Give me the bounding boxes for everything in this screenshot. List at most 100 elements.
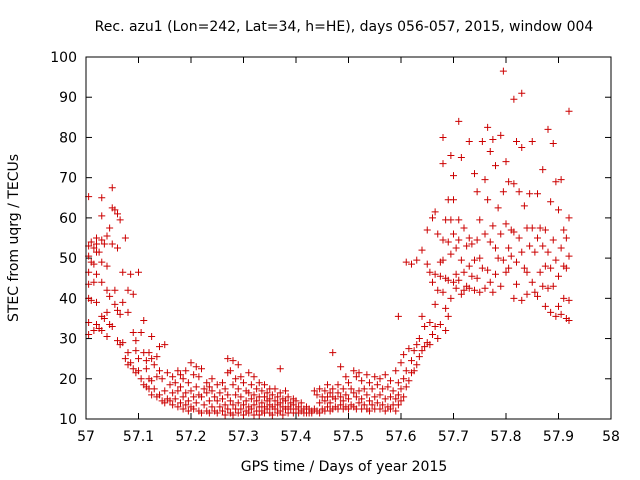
y-tick-label: 10 xyxy=(59,412,77,428)
data-point xyxy=(418,312,426,320)
data-point xyxy=(316,409,324,417)
data-point xyxy=(87,238,95,246)
data-point xyxy=(313,391,321,399)
data-point xyxy=(213,409,221,417)
data-point xyxy=(253,385,261,393)
data-point xyxy=(148,377,156,385)
data-point xyxy=(350,367,358,375)
data-point xyxy=(337,401,345,409)
data-point xyxy=(182,401,190,409)
data-point xyxy=(268,411,276,419)
data-point xyxy=(410,347,418,355)
data-point xyxy=(518,248,526,256)
data-point xyxy=(127,359,135,367)
data-point xyxy=(177,399,184,407)
data-point xyxy=(526,242,534,250)
data-point xyxy=(544,248,552,256)
data-point xyxy=(392,407,400,415)
data-point xyxy=(98,212,106,220)
data-point xyxy=(205,409,213,417)
data-point xyxy=(226,367,234,375)
data-point xyxy=(481,176,489,184)
data-point xyxy=(350,389,358,397)
data-point xyxy=(444,238,452,246)
x-tick-label: 57.1 xyxy=(123,429,154,445)
data-point xyxy=(444,276,452,284)
data-point xyxy=(502,268,510,276)
data-point xyxy=(484,123,492,131)
data-point xyxy=(423,226,431,234)
data-point xyxy=(129,365,137,373)
data-point xyxy=(434,230,442,238)
data-point xyxy=(161,387,169,395)
data-point xyxy=(121,355,129,363)
data-point xyxy=(460,286,468,294)
data-point xyxy=(455,236,463,244)
data-point xyxy=(360,401,368,409)
data-point xyxy=(481,230,489,238)
data-point xyxy=(450,172,457,180)
data-points xyxy=(85,67,573,419)
data-point xyxy=(505,178,513,186)
data-point xyxy=(276,399,284,407)
data-point xyxy=(541,262,549,270)
data-point xyxy=(190,371,198,379)
data-point xyxy=(253,397,261,405)
data-point xyxy=(132,337,140,345)
data-point xyxy=(544,125,552,133)
data-point xyxy=(394,379,402,387)
data-point xyxy=(484,266,492,274)
x-tick-label: 57.5 xyxy=(333,429,364,445)
data-point xyxy=(103,333,111,341)
data-point xyxy=(405,345,413,353)
data-point xyxy=(90,278,98,286)
data-point xyxy=(250,391,258,399)
data-point xyxy=(169,389,177,397)
data-point xyxy=(263,405,271,413)
data-point xyxy=(282,397,289,405)
data-point xyxy=(184,407,192,415)
data-point xyxy=(174,387,182,395)
data-point xyxy=(513,280,520,288)
data-point xyxy=(447,250,455,258)
data-point xyxy=(460,268,468,276)
data-point xyxy=(444,312,452,320)
data-point xyxy=(124,286,132,294)
data-point xyxy=(457,256,465,264)
data-point xyxy=(250,373,258,381)
data-point xyxy=(539,282,547,290)
data-point xyxy=(98,236,106,244)
data-point xyxy=(442,304,450,312)
data-point xyxy=(471,286,478,294)
data-point xyxy=(266,395,274,403)
data-point xyxy=(326,389,334,397)
data-point xyxy=(98,278,106,286)
data-point xyxy=(240,379,247,387)
data-point xyxy=(471,256,478,264)
data-point xyxy=(379,401,387,409)
data-point xyxy=(415,335,423,343)
data-point xyxy=(476,254,484,262)
data-point xyxy=(161,341,169,349)
data-point xyxy=(321,397,329,405)
data-point xyxy=(431,300,439,308)
data-point xyxy=(473,188,481,196)
data-point xyxy=(198,409,205,417)
data-point xyxy=(179,375,187,383)
data-point xyxy=(565,296,573,304)
data-point xyxy=(408,260,415,268)
data-point xyxy=(442,327,450,335)
data-point xyxy=(295,403,303,411)
data-point xyxy=(276,365,284,373)
data-point xyxy=(439,133,447,141)
chart-title: Rec. azu1 (Lon=242, Lat=34, h=HE), days … xyxy=(95,19,594,35)
data-point xyxy=(518,144,526,151)
data-point xyxy=(476,216,484,224)
data-point xyxy=(447,294,455,302)
data-point xyxy=(216,403,224,411)
data-point xyxy=(289,401,297,409)
data-point xyxy=(114,244,121,252)
data-point xyxy=(465,262,473,270)
x-tick-label: 57 xyxy=(77,429,95,445)
data-point xyxy=(352,373,360,381)
